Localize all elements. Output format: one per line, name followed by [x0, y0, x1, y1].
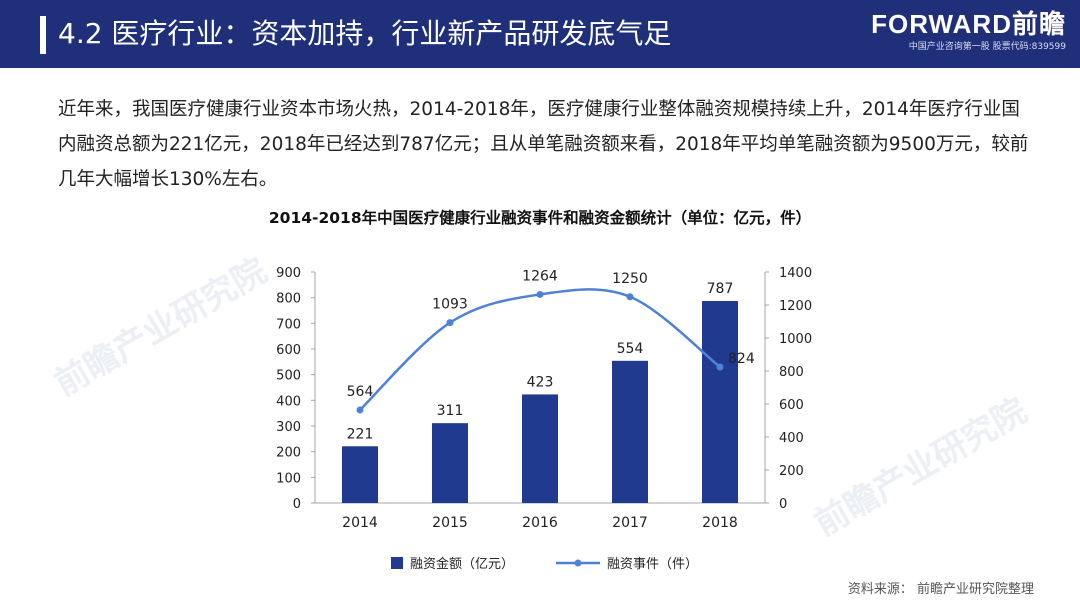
- title-accent-bar: [40, 16, 46, 54]
- left-axis-tick-label: 500: [276, 369, 301, 384]
- line-data-label: 824: [728, 351, 755, 367]
- legend-line-label: 融资事件（件）: [607, 557, 698, 572]
- line-point-funding-events: [716, 363, 724, 371]
- left-axis-tick-label: 0: [293, 497, 301, 512]
- bar-funding-amount: [432, 423, 468, 503]
- line-point-funding-events: [446, 319, 454, 327]
- bar-data-label: 423: [527, 374, 554, 390]
- line-point-funding-events: [356, 406, 364, 414]
- left-axis-tick-label: 100: [276, 471, 301, 486]
- legend-bar-swatch: [391, 557, 403, 569]
- line-data-label: 1250: [612, 271, 648, 287]
- left-axis-tick-label: 600: [276, 343, 301, 358]
- legend-line-marker: [574, 559, 582, 567]
- right-axis-tick-label: 200: [779, 464, 804, 479]
- x-axis-tick-label: 2014: [342, 515, 378, 531]
- line-data-label: 564: [347, 384, 374, 400]
- right-axis-tick-label: 1200: [779, 299, 812, 314]
- bar-funding-amount: [342, 446, 378, 503]
- right-axis-tick-label: 600: [779, 398, 804, 413]
- header-bar: 4.2 医疗行业：资本加持，行业新产品研发底气足 FORWARD前瞻 中国产业咨…: [0, 0, 1080, 68]
- left-axis-tick-label: 700: [276, 317, 301, 332]
- page-title: 4.2 医疗行业：资本加持，行业新产品研发底气足: [58, 17, 672, 50]
- bar-funding-amount: [702, 301, 738, 503]
- line-point-funding-events: [536, 290, 544, 298]
- bar-funding-amount: [612, 360, 648, 503]
- line-data-label: 1264: [522, 268, 558, 284]
- bar-data-label: 787: [707, 281, 734, 297]
- line-funding-events: [359, 288, 721, 411]
- left-axis-tick-label: 900: [276, 266, 301, 281]
- bar-data-label: 554: [617, 341, 644, 357]
- left-axis-tick-label: 300: [276, 420, 301, 435]
- x-axis-tick-label: 2016: [522, 515, 558, 531]
- brand-tagline: 中国产业咨询第一股 股票代码:839599: [908, 42, 1066, 52]
- source-note: 资料来源： 前瞻产业研究院整理: [847, 582, 1034, 597]
- line-data-label: 1093: [432, 297, 468, 313]
- brand-logo: FORWARD前瞻: [871, 9, 1066, 39]
- chart-title: 2014-2018年中国医疗健康行业融资事件和融资金额统计（单位：亿元，件）: [268, 209, 812, 227]
- right-axis-tick-label: 1000: [779, 332, 812, 347]
- right-axis-tick-label: 0: [779, 497, 787, 512]
- right-axis-tick-label: 800: [779, 365, 804, 380]
- brand-block: FORWARD前瞻 中国产业咨询第一股 股票代码:839599: [856, 10, 1066, 54]
- intro-paragraph: 近年来，我国医疗健康行业资本市场火热，2014-2018年，医疗健康行业整体融资…: [58, 99, 1029, 190]
- legend-bar-label: 融资金额（亿元）: [410, 556, 514, 572]
- left-axis-tick-label: 800: [276, 292, 301, 307]
- right-axis-tick-label: 1400: [779, 266, 812, 281]
- left-axis-tick-label: 200: [276, 446, 301, 461]
- left-axis-tick-label: 400: [276, 394, 301, 409]
- right-axis-tick-label: 400: [779, 431, 804, 446]
- x-axis-tick-label: 2018: [702, 515, 738, 531]
- bar-data-label: 221: [347, 426, 374, 442]
- x-axis-tick-label: 2015: [432, 515, 468, 531]
- bar-funding-amount: [522, 394, 558, 503]
- bar-data-label: 311: [437, 403, 464, 419]
- x-axis-tick-label: 2017: [612, 515, 648, 531]
- line-point-funding-events: [626, 293, 634, 301]
